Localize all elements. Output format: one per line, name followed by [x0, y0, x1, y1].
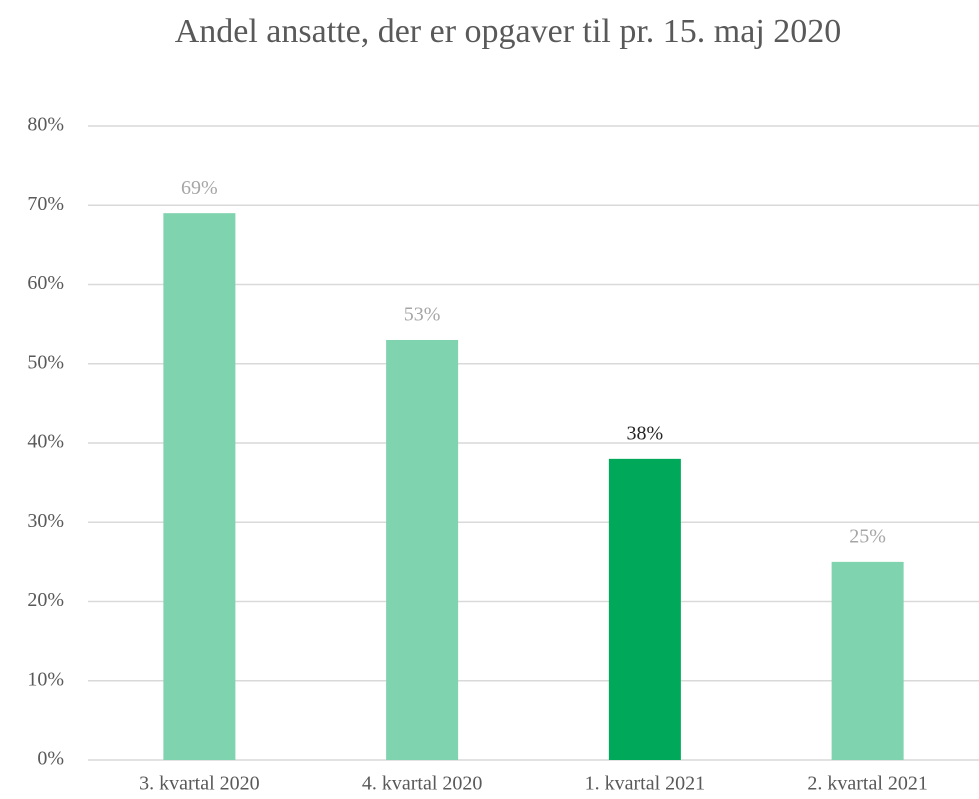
x-tick-label: 2. kvartal 2021: [807, 773, 928, 795]
bar: [386, 339, 459, 760]
x-tick-label: 3. kvartal 2020: [139, 773, 260, 795]
y-tick-label: 10%: [27, 668, 64, 690]
bar: [608, 458, 681, 760]
y-tick-label: 20%: [27, 589, 64, 611]
y-tick-label: 60%: [27, 272, 64, 294]
data-label: 38%: [627, 422, 664, 444]
x-tick-label: 1. kvartal 2021: [585, 773, 706, 795]
y-tick-label: 0%: [37, 748, 64, 770]
data-label: 53%: [404, 304, 441, 326]
y-tick-label: 50%: [27, 351, 64, 373]
y-tick-label: 70%: [27, 193, 64, 215]
y-tick-label: 30%: [27, 510, 64, 532]
bar: [163, 213, 236, 761]
y-tick-label: 80%: [27, 114, 64, 136]
data-label: 25%: [849, 525, 886, 547]
x-tick-label: 4. kvartal 2020: [362, 773, 483, 795]
bar: [831, 561, 904, 760]
y-tick-label: 40%: [27, 431, 64, 453]
chart-title: Andel ansatte, der er opgaver til pr. 15…: [174, 13, 842, 50]
data-label: 69%: [181, 177, 218, 199]
